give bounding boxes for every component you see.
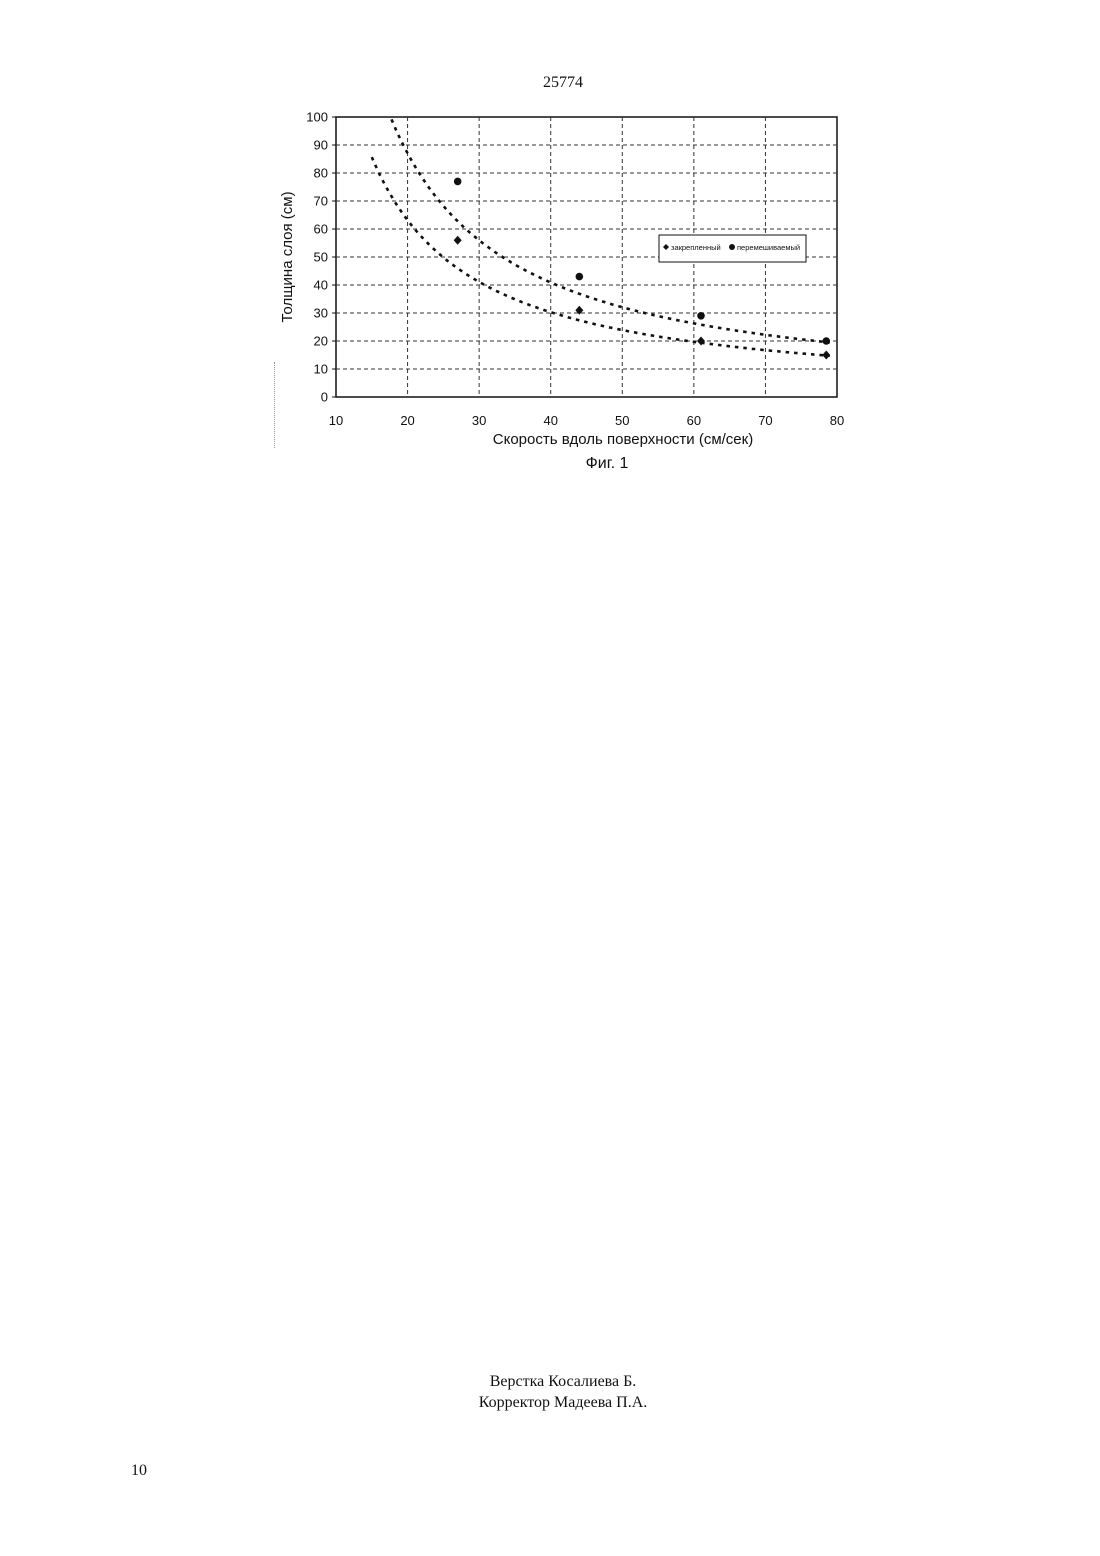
figure-caption: Фиг. 1 bbox=[557, 455, 657, 473]
y-tick-label: 60 bbox=[314, 222, 328, 237]
y-tick-label: 80 bbox=[314, 166, 328, 181]
legend: закрепленный перемешиваемый bbox=[659, 235, 806, 262]
y-tick-label: 0 bbox=[321, 390, 328, 405]
x-tick-label: 50 bbox=[615, 413, 629, 428]
y-tick-label: 20 bbox=[314, 334, 328, 349]
legend-marker-circle bbox=[729, 244, 735, 250]
credits-block: Верстка Косалиева Б. Корректор Мадеева П… bbox=[0, 1371, 1100, 1413]
data-point-circle bbox=[454, 178, 462, 186]
credit-proofreader: Корректор Мадеева П.А. bbox=[0, 1392, 1100, 1413]
y-tick-label: 90 bbox=[314, 138, 328, 153]
data-point-circle bbox=[697, 312, 705, 320]
legend-label-series-1: закрепленный bbox=[671, 243, 721, 252]
x-tick-label: 30 bbox=[472, 413, 486, 428]
document-number: 25774 bbox=[0, 74, 1100, 92]
y-tick-label: 70 bbox=[314, 194, 328, 209]
chart-svg: 10203040506070800102030405060708090100 С… bbox=[270, 108, 870, 460]
data-point-circle bbox=[822, 337, 830, 345]
y-axis-label: Толщина слоя (см) bbox=[279, 191, 296, 322]
data-point-circle bbox=[576, 273, 584, 281]
x-tick-label: 60 bbox=[687, 413, 701, 428]
scan-artifact-line bbox=[274, 362, 276, 448]
x-axis-label: Скорость вдоль поверхности (см/сек) bbox=[493, 431, 753, 448]
credit-layout: Верстка Косалиева Б. bbox=[0, 1371, 1100, 1392]
y-tick-label: 30 bbox=[314, 306, 328, 321]
legend-label-series-2: перемешиваемый bbox=[737, 243, 800, 252]
x-tick-label: 80 bbox=[830, 413, 844, 428]
page-number: 10 bbox=[131, 1462, 147, 1480]
x-tick-label: 20 bbox=[400, 413, 414, 428]
y-tick-label: 40 bbox=[314, 278, 328, 293]
y-tick-label: 50 bbox=[314, 250, 328, 265]
figure-1-chart: 10203040506070800102030405060708090100 С… bbox=[270, 108, 870, 460]
x-tick-label: 40 bbox=[543, 413, 557, 428]
y-tick-label: 10 bbox=[314, 362, 328, 377]
y-tick-label: 100 bbox=[306, 110, 328, 125]
x-tick-label: 10 bbox=[329, 413, 343, 428]
x-tick-label: 70 bbox=[758, 413, 772, 428]
